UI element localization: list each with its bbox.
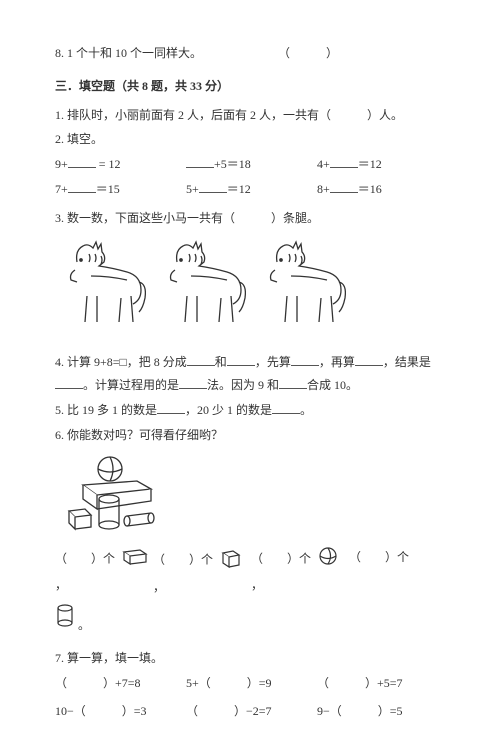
q4-t3: 合成 10。 xyxy=(307,378,358,392)
q4-m2: ，先算 xyxy=(255,355,291,369)
q4-m3: ，再算 xyxy=(319,355,355,369)
q5-mid: ，20 少 1 的数是 xyxy=(185,403,272,417)
q2-r2a-left: 7+ xyxy=(55,182,68,196)
section-3-title: 三．填空题（共 8 题，共 33 分） xyxy=(55,75,445,98)
q8-line: 8. 1 个十和 10 个一同样大。 （ ） xyxy=(55,42,445,65)
q7-r1b: 5+（ ）=9 xyxy=(186,672,314,695)
q4-t1: 。计算过程用的是 xyxy=(83,378,179,392)
paren-open: （ xyxy=(153,553,165,567)
q2-r2c-right: ＝16 xyxy=(358,182,382,196)
q7-row1: （ ）+7=8 5+（ ）=9 （ ）+5=7 xyxy=(55,672,445,695)
q7-r2c: 9−（ ）=5 xyxy=(317,700,445,723)
q4-m4: ，结果是 xyxy=(383,355,431,369)
q6-count-row: （ ）个 ， （ ）个 ， （ ）个 ， （ ）个 xyxy=(55,546,445,599)
q2-r1b-right: +5＝18 xyxy=(214,157,251,171)
q1-text: 1. 排队时，小丽前面有 2 人，后面有 2 人，一共有（ ）人。 xyxy=(55,104,445,127)
paren-open: （ xyxy=(55,552,67,566)
q2-row2: 7+ ＝15 5+ ＝12 8+ ＝16 xyxy=(55,178,445,201)
q2-r2a-right: ＝15 xyxy=(96,182,120,196)
q2-r2b-left: 5+ xyxy=(186,182,199,196)
q5-prefix: 5. 比 19 多 1 的数是 xyxy=(55,403,157,417)
q6-text: 6. 你能数对吗？可得看仔细哟？ xyxy=(55,424,445,447)
cube-icon xyxy=(220,546,242,576)
blank[interactable] xyxy=(68,180,96,193)
shapes-illustration xyxy=(55,455,445,541)
blank[interactable] xyxy=(355,353,383,366)
q8-paren: （ ） xyxy=(278,46,338,60)
paren-close: ）个 xyxy=(385,550,409,564)
blank[interactable] xyxy=(227,353,255,366)
q5-suffix: 。 xyxy=(300,403,312,417)
q7-r1c: （ ）+5=7 xyxy=(317,672,445,695)
q2-r2c-left: 8+ xyxy=(317,182,330,196)
blank[interactable] xyxy=(330,155,358,168)
blank[interactable] xyxy=(291,353,319,366)
q2-r1c-right: ＝12 xyxy=(358,157,382,171)
q4-m1: 和 xyxy=(215,355,227,369)
q3-text: 3. 数一数，下面这些小马一共有（ ）条腿。 xyxy=(55,207,445,230)
paren-close: ）个 xyxy=(91,552,115,566)
paren-close: ）个 xyxy=(287,552,311,566)
q4-prefix: 4. 计算 9+8=□，把 8 分成 xyxy=(55,355,187,369)
q2-r1a-left: 9+ xyxy=(55,157,68,171)
cuboid-icon xyxy=(122,546,148,574)
q7-r2b: （ ）−2=7 xyxy=(186,700,314,723)
blank[interactable] xyxy=(179,376,207,389)
blank[interactable] xyxy=(55,376,83,389)
q7-row2: 10−（ ）=3 （ ）−2=7 9−（ ）=5 xyxy=(55,700,445,723)
cylinder-row: 。 xyxy=(55,603,445,637)
horses-row xyxy=(55,240,445,338)
q7-r1a: （ ）+7=8 xyxy=(55,672,183,695)
paren-close: ）个 xyxy=(189,553,213,567)
q2-label: 2. 填空。 xyxy=(55,128,445,151)
q7-r2a: 10−（ ）=3 xyxy=(55,700,183,723)
q4-line: 4. 计算 9+8=□，把 8 分成 和 ，先算 ，再算 ，结果是 。计算过程用的是 法。… xyxy=(55,351,445,397)
horse-icon xyxy=(155,240,250,330)
blank[interactable] xyxy=(68,155,96,168)
cylinder-icon xyxy=(55,618,78,632)
blank[interactable] xyxy=(199,180,227,193)
q2-r1a-right: = 12 xyxy=(96,157,121,171)
blank[interactable] xyxy=(187,353,215,366)
q7-label: 7. 算一算，填一填。 xyxy=(55,647,445,670)
q4-t2: 法。因为 9 和 xyxy=(207,378,279,392)
q2-r2b-right: ＝12 xyxy=(227,182,251,196)
horse-icon xyxy=(255,240,350,330)
paren-open: （ xyxy=(349,550,361,564)
blank[interactable] xyxy=(157,401,185,414)
q5-line: 5. 比 19 多 1 的数是 ，20 少 1 的数是 。 xyxy=(55,399,445,422)
q2-row1: 9+ = 12 +5＝18 4+ ＝12 xyxy=(55,153,445,176)
paren-open: （ xyxy=(251,552,263,566)
horse-icon xyxy=(55,240,150,330)
sphere-icon xyxy=(318,546,338,574)
blank[interactable] xyxy=(272,401,300,414)
blank[interactable] xyxy=(279,376,307,389)
q2-r1c-left: 4+ xyxy=(317,157,330,171)
q8-text: 8. 1 个十和 10 个一同样大。 xyxy=(55,46,202,60)
blank[interactable] xyxy=(186,155,214,168)
blank[interactable] xyxy=(330,180,358,193)
